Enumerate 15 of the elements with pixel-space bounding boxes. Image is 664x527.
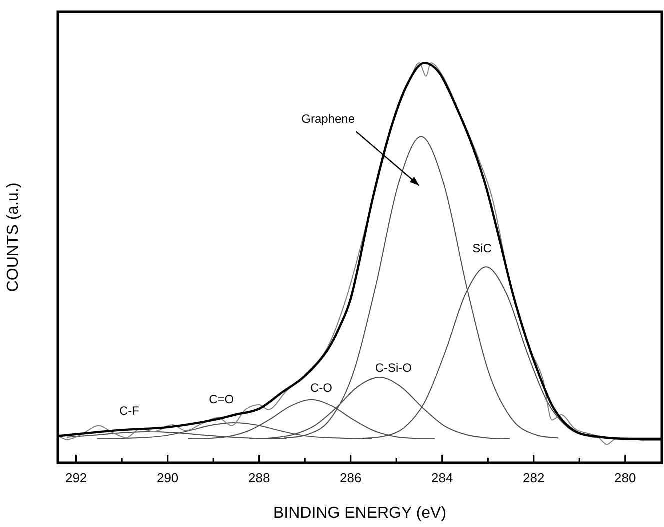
x-tick-label: 290 (156, 470, 179, 486)
series-label: C-F (120, 404, 140, 418)
x-tick-label: 282 (523, 470, 545, 486)
y-axis-title: COUNTS (a.u.) (5, 182, 22, 292)
series-label: C-O (310, 381, 332, 396)
x-tick-label: 284 (432, 470, 454, 486)
x-tick-label: 292 (65, 470, 88, 486)
series-label: SiC (472, 241, 492, 256)
x-tick-label: 286 (340, 470, 362, 486)
x-tick-label: 280 (614, 470, 636, 486)
x-axis-title: BINDING ENERGY (eV) (273, 504, 447, 522)
series-label: C-Si-O (375, 360, 412, 375)
x-tick-label: 288 (248, 470, 270, 486)
text: Graphene (302, 112, 356, 126)
series-label: C=O (209, 392, 234, 406)
